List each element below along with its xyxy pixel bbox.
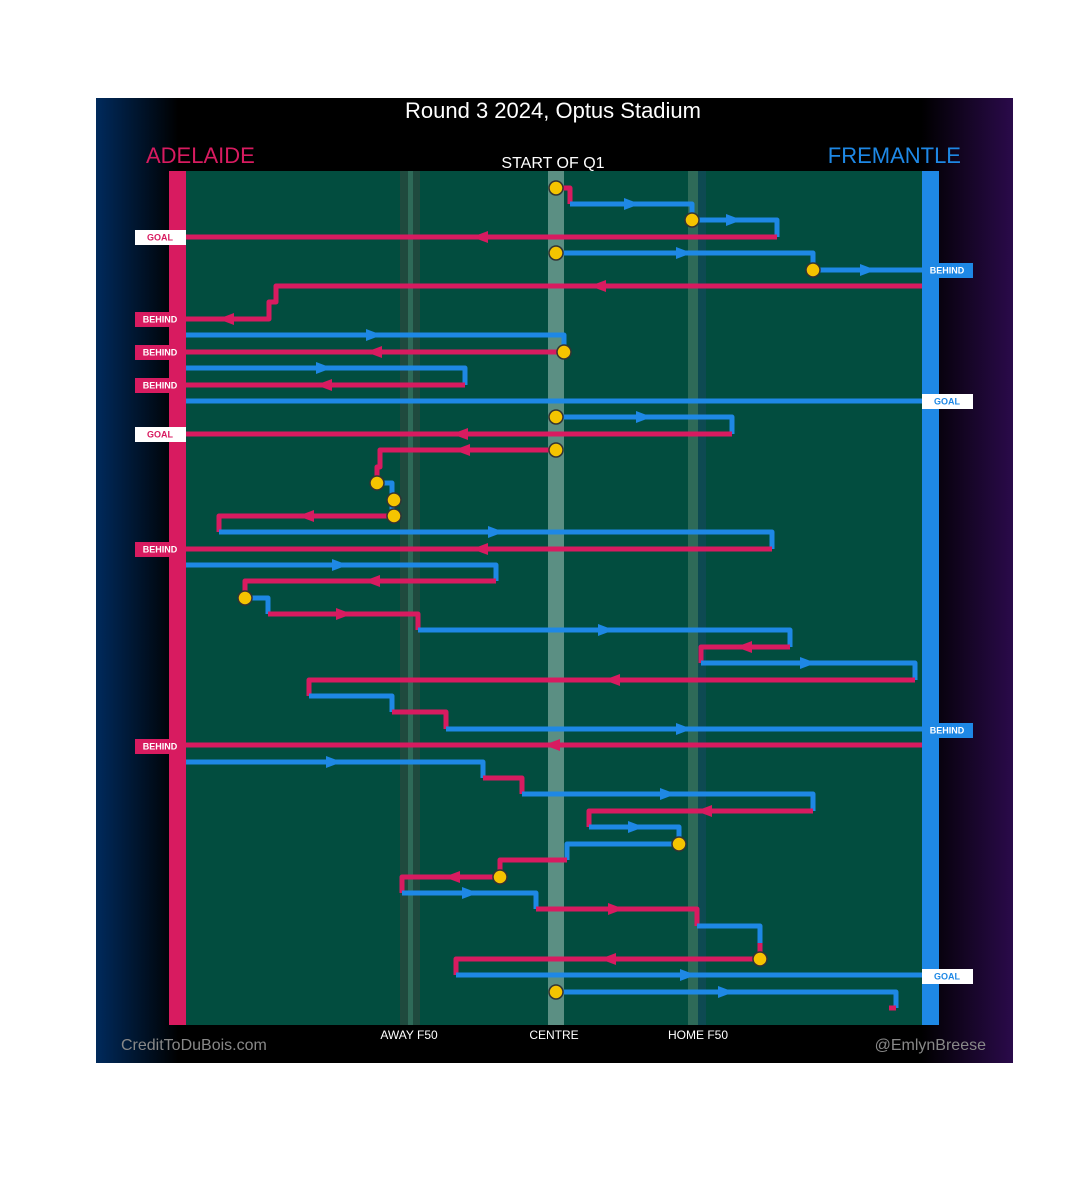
outcome-label: BEHIND	[143, 741, 178, 751]
outcome-label: GOAL	[934, 971, 961, 981]
zone-label: CENTRE	[529, 1028, 578, 1042]
team-left: ADELAIDE	[146, 143, 255, 168]
outcome-label: GOAL	[934, 396, 961, 406]
title: Round 3 2024, Optus Stadium	[405, 98, 701, 123]
team-right: FREMANTLE	[828, 143, 961, 168]
outcome-label: GOAL	[147, 429, 174, 439]
credit: CreditToDuBois.com	[121, 1037, 267, 1054]
centre-stripe	[548, 171, 564, 1025]
period: START OF Q1	[501, 155, 604, 172]
outcome-label: BEHIND	[143, 380, 178, 390]
left-outcomes: GOAL BEHIND BEHIND BEHIND GOAL BEHIND BE…	[135, 230, 186, 754]
arrows	[218, 231, 752, 965]
outcome-label: GOAL	[147, 232, 174, 242]
outcome-label: BEHIND	[143, 347, 178, 357]
outcome-label: BEHIND	[930, 725, 965, 735]
outcome-label: BEHIND	[143, 314, 178, 324]
zone-line	[688, 171, 698, 1025]
turnover-markers	[237, 180, 821, 1000]
left-goal-bar	[169, 171, 186, 1025]
credit: @EmlynBreese	[875, 1037, 986, 1054]
right-goal-bar	[922, 171, 939, 1025]
arrows	[316, 198, 876, 998]
right-outcomes: BEHIND GOAL BEHIND GOAL	[922, 263, 973, 984]
zone-label: AWAY F50	[380, 1028, 438, 1042]
zone-line	[408, 171, 413, 1025]
outcome-label: BEHIND	[930, 265, 965, 275]
zone-label: HOME F50	[668, 1028, 728, 1042]
outcome-label: BEHIND	[143, 544, 178, 554]
